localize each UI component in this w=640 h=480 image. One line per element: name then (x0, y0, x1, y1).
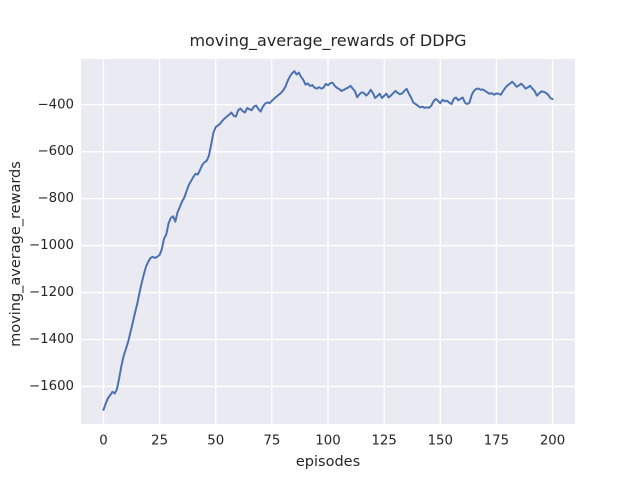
y-tick-label: −1400 (29, 332, 74, 347)
x-tick-label: 75 (263, 434, 280, 449)
chart-title: moving_average_rewards of DDPG (189, 31, 467, 50)
x-axis-label: episodes (295, 454, 361, 470)
x-tick-label: 25 (151, 434, 168, 449)
y-tick-label: −800 (37, 191, 74, 206)
x-tick-label: 175 (484, 434, 509, 449)
y-tick-label: −600 (37, 144, 74, 159)
y-tick-label: −1600 (29, 379, 74, 394)
x-tick-label: 0 (99, 434, 107, 449)
y-tick-label: −400 (37, 97, 74, 112)
y-tick-label: −1000 (29, 238, 74, 253)
x-tick-label: 100 (315, 434, 340, 449)
x-tick-label: 125 (371, 434, 396, 449)
x-tick-label: 150 (428, 434, 453, 449)
data-line (102, 70, 554, 411)
x-tick-label: 50 (207, 434, 224, 449)
y-tick-label: −1200 (29, 285, 74, 300)
x-tick-label: 200 (540, 434, 565, 449)
